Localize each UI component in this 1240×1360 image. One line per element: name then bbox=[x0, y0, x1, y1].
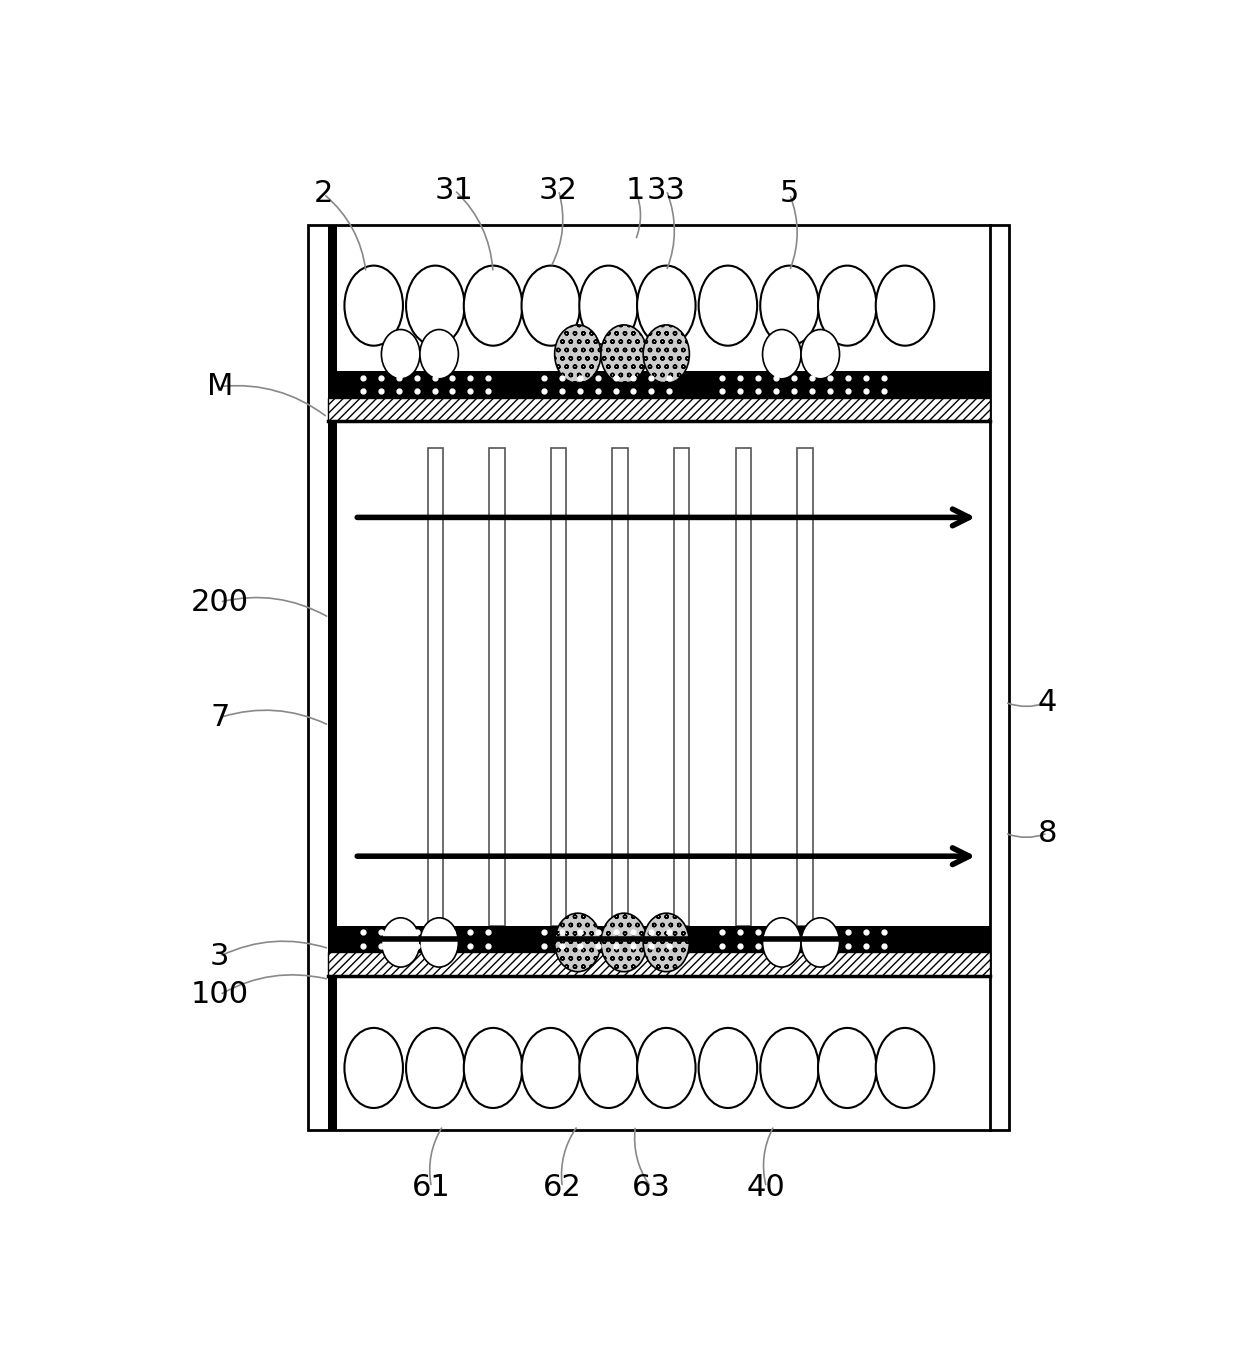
Text: 8: 8 bbox=[1038, 819, 1058, 847]
Ellipse shape bbox=[382, 918, 420, 967]
Bar bbox=[490, 447, 505, 926]
Ellipse shape bbox=[464, 265, 522, 345]
FancyArrowPatch shape bbox=[222, 710, 326, 724]
Bar bbox=[675, 447, 689, 926]
Text: 31: 31 bbox=[435, 175, 474, 204]
Ellipse shape bbox=[760, 1028, 818, 1108]
Ellipse shape bbox=[579, 265, 637, 345]
Ellipse shape bbox=[420, 329, 459, 379]
Ellipse shape bbox=[801, 918, 839, 967]
Ellipse shape bbox=[554, 325, 601, 384]
FancyArrowPatch shape bbox=[764, 1129, 773, 1185]
Ellipse shape bbox=[763, 329, 801, 379]
Bar bbox=[428, 447, 443, 926]
Text: 62: 62 bbox=[543, 1172, 582, 1202]
Ellipse shape bbox=[420, 918, 459, 967]
Ellipse shape bbox=[818, 1028, 877, 1108]
Text: 200: 200 bbox=[191, 588, 249, 616]
Bar bbox=[551, 447, 567, 926]
FancyArrowPatch shape bbox=[562, 1127, 577, 1185]
Ellipse shape bbox=[875, 265, 934, 345]
FancyArrowPatch shape bbox=[430, 1127, 441, 1185]
Ellipse shape bbox=[522, 265, 580, 345]
Ellipse shape bbox=[763, 918, 801, 967]
Text: 40: 40 bbox=[746, 1172, 786, 1202]
FancyArrowPatch shape bbox=[1008, 703, 1045, 706]
Ellipse shape bbox=[345, 265, 403, 345]
Ellipse shape bbox=[522, 1028, 580, 1108]
FancyArrowPatch shape bbox=[791, 197, 797, 268]
Text: 4: 4 bbox=[1038, 688, 1058, 717]
Bar bbox=[327, 398, 990, 422]
FancyArrowPatch shape bbox=[222, 386, 325, 416]
Ellipse shape bbox=[698, 1028, 758, 1108]
Ellipse shape bbox=[405, 1028, 465, 1108]
Ellipse shape bbox=[579, 1028, 637, 1108]
FancyArrowPatch shape bbox=[635, 1129, 650, 1185]
Text: 32: 32 bbox=[539, 175, 578, 204]
FancyArrowPatch shape bbox=[636, 193, 641, 238]
Ellipse shape bbox=[644, 913, 689, 971]
Text: 1: 1 bbox=[626, 175, 645, 204]
Text: 100: 100 bbox=[191, 981, 249, 1009]
FancyArrowPatch shape bbox=[222, 941, 326, 955]
Ellipse shape bbox=[801, 329, 839, 379]
FancyArrowPatch shape bbox=[222, 597, 326, 616]
Ellipse shape bbox=[601, 913, 647, 971]
Ellipse shape bbox=[698, 265, 758, 345]
Text: 7: 7 bbox=[210, 703, 229, 732]
Text: 3: 3 bbox=[210, 942, 229, 971]
Bar bbox=[735, 447, 751, 926]
Bar bbox=[309, 224, 1009, 1130]
FancyArrowPatch shape bbox=[326, 196, 366, 269]
FancyArrowPatch shape bbox=[456, 192, 492, 269]
FancyArrowPatch shape bbox=[222, 975, 326, 993]
Text: 33: 33 bbox=[647, 175, 686, 204]
Text: 2: 2 bbox=[314, 180, 334, 208]
FancyArrowPatch shape bbox=[552, 193, 563, 265]
Bar bbox=[327, 952, 990, 975]
Ellipse shape bbox=[875, 1028, 934, 1108]
FancyArrowPatch shape bbox=[667, 193, 675, 268]
Bar bbox=[327, 371, 990, 398]
Ellipse shape bbox=[464, 1028, 522, 1108]
Ellipse shape bbox=[382, 329, 420, 379]
Text: 63: 63 bbox=[631, 1172, 671, 1202]
Ellipse shape bbox=[554, 913, 601, 971]
Text: M: M bbox=[207, 373, 233, 401]
FancyArrowPatch shape bbox=[1008, 834, 1045, 838]
Bar bbox=[327, 224, 337, 1130]
Ellipse shape bbox=[345, 1028, 403, 1108]
Ellipse shape bbox=[644, 325, 689, 384]
Ellipse shape bbox=[405, 265, 465, 345]
Bar bbox=[797, 447, 812, 926]
Text: 5: 5 bbox=[780, 180, 800, 208]
Ellipse shape bbox=[601, 325, 647, 384]
Ellipse shape bbox=[818, 265, 877, 345]
Ellipse shape bbox=[637, 1028, 696, 1108]
Bar bbox=[327, 926, 990, 952]
Bar bbox=[613, 447, 627, 926]
Ellipse shape bbox=[637, 265, 696, 345]
Ellipse shape bbox=[760, 265, 818, 345]
Text: 61: 61 bbox=[412, 1172, 451, 1202]
